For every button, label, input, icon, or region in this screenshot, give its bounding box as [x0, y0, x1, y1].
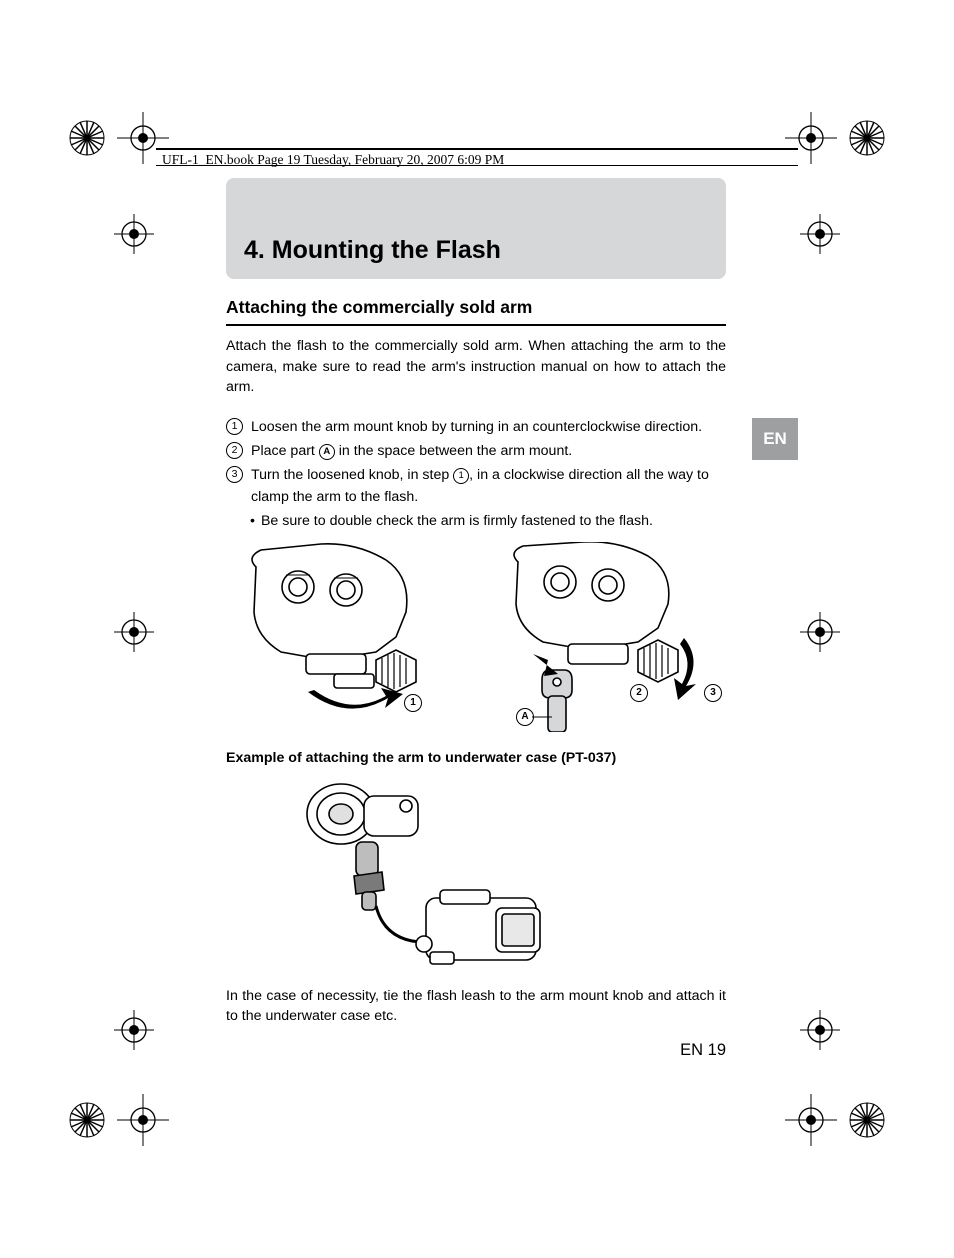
example-title: Example of attaching the arm to underwat… — [226, 750, 726, 766]
side-reg-left-2 — [114, 612, 154, 652]
step-2: 2 Place part A in the space between the … — [226, 440, 726, 462]
side-reg-right-2 — [800, 612, 840, 652]
step-text: Turn the loosened knob, in step 1, in a … — [251, 464, 726, 508]
chapter-banner: 4. Mounting the Flash — [226, 178, 726, 279]
side-reg-left-3 — [114, 1010, 154, 1050]
step-bullet: • Be sure to double check the arm is fir… — [250, 510, 726, 532]
step-number-icon: 2 — [226, 442, 243, 459]
bullet-icon: • — [250, 510, 255, 532]
step-number-icon: 1 — [226, 418, 243, 435]
diagram-row: 1 — [226, 542, 726, 732]
section-title: Attaching the commercially sold arm — [226, 297, 726, 326]
example-diagram — [286, 772, 566, 970]
crop-mark-top-right — [776, 110, 886, 166]
bullet-text: Be sure to double check the arm is firml… — [261, 510, 653, 532]
step-number-icon: 3 — [226, 466, 243, 483]
side-reg-right-1 — [800, 214, 840, 254]
closing-paragraph: In the case of necessity, tie the flash … — [226, 986, 726, 1027]
step-text: Loosen the arm mount knob by turning in … — [251, 416, 702, 438]
crop-mark-bottom-left — [68, 1092, 178, 1148]
diagram-label-1: 1 — [404, 694, 422, 712]
side-reg-right-3 — [800, 1010, 840, 1050]
diagram-label-2: 2 — [630, 684, 648, 702]
intro-paragraph: Attach the flash to the commercially sol… — [226, 336, 726, 398]
header-rule-bottom — [156, 165, 798, 166]
step-1: 1 Loosen the arm mount knob by turning i… — [226, 416, 726, 438]
diagram-loosen: 1 — [226, 542, 464, 732]
chapter-title: 4. Mounting the Flash — [244, 236, 708, 265]
part-a-icon: A — [319, 444, 335, 460]
page-number: EN 19 — [226, 1041, 726, 1060]
diagram-label-3: 3 — [704, 684, 722, 702]
diagram-attach: A 2 3 — [488, 542, 726, 732]
crop-mark-bottom-right — [776, 1092, 886, 1148]
step-3: 3 Turn the loosened knob, in step 1, in … — [226, 464, 726, 508]
language-tab: EN — [752, 418, 798, 460]
header-rule-top — [156, 148, 798, 150]
step-list: 1 Loosen the arm mount knob by turning i… — [226, 416, 726, 532]
side-reg-left-1 — [114, 214, 154, 254]
ref-step-1-icon: 1 — [453, 468, 469, 484]
step-text: Place part A in the space between the ar… — [251, 440, 572, 462]
page-content: 4. Mounting the Flash Attaching the comm… — [226, 178, 726, 1060]
label-a-leader — [532, 716, 552, 718]
